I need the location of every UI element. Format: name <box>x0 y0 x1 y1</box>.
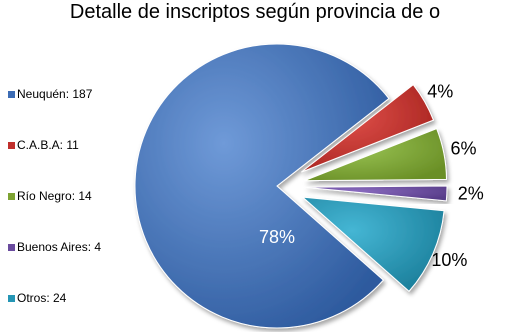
pie-slice-c-a-b-a <box>301 83 435 173</box>
percent-label-rio-negro: 6% <box>450 138 476 158</box>
percent-label-buenos-aires: 2% <box>458 183 484 203</box>
legend-label-rio-negro: Río Negro: 14 <box>17 189 92 203</box>
legend-label-otros: Otros: 24 <box>17 291 67 305</box>
legend: Neuquén: 187 C.A.B.A: 11 Río Negro: 14 Buen… <box>8 87 101 305</box>
legend-swatch-neuquen <box>8 91 15 98</box>
percent-label-c-a-b-a: 4% <box>427 81 453 101</box>
pie-slice-otros <box>301 196 445 292</box>
legend-label-buenos-aires: Buenos Aires: 4 <box>17 240 101 254</box>
pie-slice-buenos-aires <box>304 185 448 202</box>
pie-slice-rio-negro <box>304 127 447 182</box>
legend-label-neuquen: Neuquén: 187 <box>17 87 93 101</box>
legend-swatch-c-a-b-a <box>8 142 15 149</box>
percent-label-otros: 10% <box>431 250 467 270</box>
percent-labels: 78% 4% 6% 2% 10% <box>259 81 484 269</box>
legend-swatch-otros <box>8 295 15 302</box>
legend-label-c-a-b-a: C.A.B.A: 11 <box>17 138 79 152</box>
chart-title: Detalle de inscriptos según provincia de… <box>70 1 440 23</box>
legend-swatch-buenos-aires <box>8 244 15 251</box>
legend-swatch-rio-negro <box>8 193 15 200</box>
percent-label-neuquen: 78% <box>259 227 295 247</box>
pie-slice-neuquen <box>134 43 390 329</box>
pie-slices <box>134 43 448 329</box>
